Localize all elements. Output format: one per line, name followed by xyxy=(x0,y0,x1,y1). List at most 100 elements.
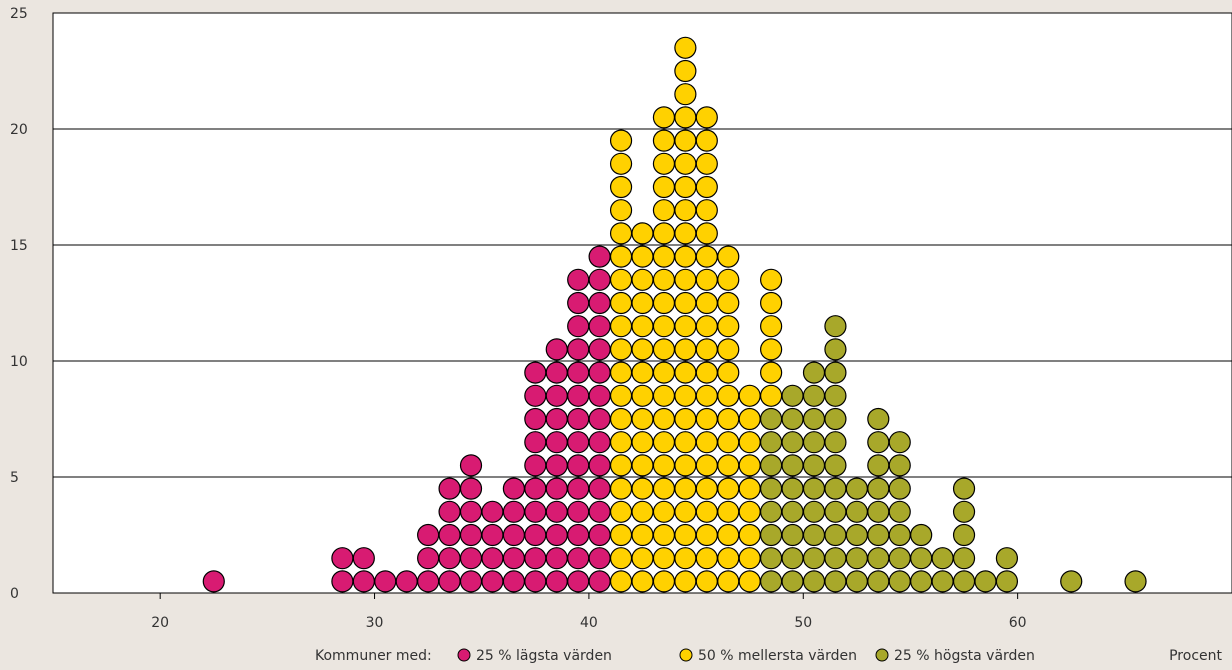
data-dot xyxy=(417,570,440,593)
data-dot xyxy=(760,384,783,407)
data-dot xyxy=(652,523,676,547)
data-dot xyxy=(652,199,676,222)
data-dot xyxy=(588,338,611,361)
data-dot xyxy=(567,361,590,384)
data-dot xyxy=(567,384,590,407)
data-dot xyxy=(824,523,847,547)
data-dot xyxy=(631,338,654,361)
data-dot xyxy=(652,384,676,407)
data-dot xyxy=(652,315,676,338)
series-2-dots xyxy=(609,36,783,593)
data-dot xyxy=(695,500,718,523)
data-dot xyxy=(567,454,590,477)
data-dot xyxy=(695,268,718,291)
data-dot xyxy=(609,152,633,175)
data-dot xyxy=(567,500,590,523)
data-dot xyxy=(760,570,783,593)
legend-label-1: 25 % lägsta värden xyxy=(476,648,612,664)
data-dot xyxy=(674,570,697,593)
data-dot xyxy=(738,407,761,431)
data-dot xyxy=(695,129,718,152)
data-dot xyxy=(695,570,718,593)
data-dot xyxy=(867,570,890,593)
data-dot xyxy=(481,570,504,593)
data-dot xyxy=(674,547,697,570)
data-dot xyxy=(738,570,761,593)
data-dot xyxy=(631,407,654,431)
y-tick-label: 10 xyxy=(10,354,28,370)
data-dot xyxy=(609,431,633,454)
data-dot xyxy=(459,570,483,593)
data-dot xyxy=(952,547,976,570)
data-dot xyxy=(631,222,654,245)
legend-label-2: 50 % mellersta värden xyxy=(698,648,857,664)
data-dot xyxy=(717,454,740,477)
data-dot xyxy=(481,523,504,547)
data-dot xyxy=(652,152,676,175)
data-dot xyxy=(845,523,868,547)
x-axis-label: Procent xyxy=(1169,648,1222,664)
data-dot xyxy=(331,570,354,593)
data-dot xyxy=(588,523,611,547)
data-dot xyxy=(652,222,676,245)
data-dot xyxy=(717,570,740,593)
data-dot xyxy=(631,500,654,523)
data-dot xyxy=(674,407,697,431)
data-dot xyxy=(459,523,483,547)
data-dot xyxy=(695,431,718,454)
data-dot xyxy=(609,245,633,268)
data-dot xyxy=(717,315,740,338)
data-dot xyxy=(652,291,676,315)
data-dot xyxy=(567,570,590,593)
data-dot xyxy=(417,523,440,547)
data-dot xyxy=(631,454,654,477)
y-tick-label: 0 xyxy=(10,586,19,602)
data-dot xyxy=(609,407,633,431)
data-dot xyxy=(567,291,590,315)
y-tick-label: 25 xyxy=(10,6,28,22)
legend-prefix: Kommuner med: xyxy=(315,648,432,664)
data-dot xyxy=(545,384,568,407)
data-dot xyxy=(910,570,933,593)
data-dot xyxy=(631,315,654,338)
data-dot xyxy=(438,570,461,593)
data-dot xyxy=(588,547,611,570)
legend-label-3: 25 % högsta värden xyxy=(894,648,1035,664)
data-dot xyxy=(524,523,547,547)
data-dot xyxy=(695,291,718,315)
data-dot xyxy=(481,547,504,570)
data-dot xyxy=(824,384,847,407)
data-dot xyxy=(674,129,697,152)
data-dot xyxy=(502,547,525,570)
data-dot xyxy=(395,570,418,593)
data-dot xyxy=(567,315,590,338)
data-dot xyxy=(995,547,1019,570)
data-dot xyxy=(588,477,611,500)
data-dot xyxy=(888,431,911,454)
data-dot xyxy=(652,570,676,593)
data-dot xyxy=(609,477,633,500)
data-dot xyxy=(695,361,718,384)
data-dot xyxy=(352,570,375,593)
data-dot xyxy=(867,407,890,431)
x-tick-label: 60 xyxy=(1009,615,1027,631)
data-dot xyxy=(674,175,697,199)
data-dot xyxy=(824,454,847,477)
data-dot xyxy=(674,315,697,338)
data-dot xyxy=(609,547,633,570)
data-dot xyxy=(695,477,718,500)
data-dot xyxy=(567,547,590,570)
data-dot xyxy=(588,268,611,291)
data-dot xyxy=(824,315,847,338)
data-dot xyxy=(738,477,761,500)
data-dot xyxy=(609,570,633,593)
data-dot xyxy=(952,570,976,593)
data-dot xyxy=(631,477,654,500)
data-dot xyxy=(609,523,633,547)
data-dot xyxy=(717,431,740,454)
data-dot xyxy=(738,431,761,454)
data-dot xyxy=(781,407,804,431)
data-dot xyxy=(674,268,697,291)
